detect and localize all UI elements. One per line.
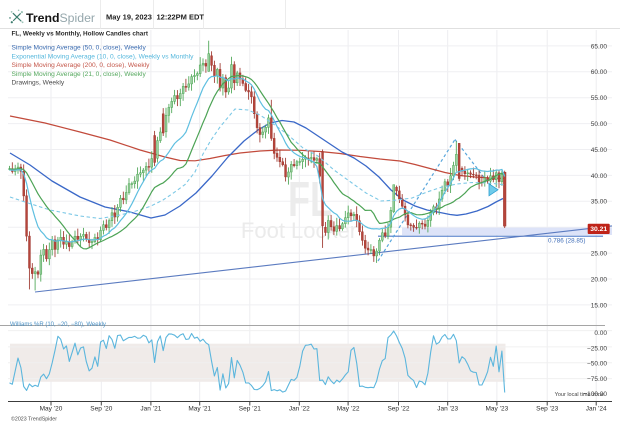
svg-text:55.00: 55.00 <box>591 95 608 102</box>
svg-text:0.786 (28.85): 0.786 (28.85) <box>548 237 585 244</box>
svg-text:40.00: 40.00 <box>591 173 608 180</box>
svg-text:Your local time zone: Your local time zone <box>555 392 604 398</box>
svg-text:0.00: 0.00 <box>594 330 607 337</box>
svg-text:25.00: 25.00 <box>591 251 608 258</box>
svg-text:−25.00: −25.00 <box>587 345 607 352</box>
svg-text:May 19, 2023: May 19, 2023 <box>106 13 152 22</box>
svg-text:FL, Weekly vs Monthly, Hollow: FL, Weekly vs Monthly, Hollow Candles ch… <box>12 31 149 38</box>
svg-text:15.00: 15.00 <box>591 302 608 309</box>
svg-text:Jan ’21: Jan ’21 <box>140 406 161 413</box>
svg-text:50.00: 50.00 <box>591 121 608 128</box>
svg-text:©2023 TrendSpider: ©2023 TrendSpider <box>11 415 57 422</box>
svg-text:Sep ’21: Sep ’21 <box>239 406 261 413</box>
svg-text:Exponential Moving Average (10: Exponential Moving Average (10, 0, close… <box>12 53 195 60</box>
svg-text:May ’20: May ’20 <box>40 406 63 413</box>
svg-text:May ’21: May ’21 <box>188 406 211 413</box>
svg-text:TrendSpider: TrendSpider <box>26 11 95 25</box>
svg-text:Jan ’22: Jan ’22 <box>289 406 310 413</box>
svg-text:30.21: 30.21 <box>590 226 607 233</box>
svg-text:Drawings, Weekly: Drawings, Weekly <box>12 80 65 87</box>
svg-text:12:22PM EDT: 12:22PM EDT <box>157 13 205 22</box>
svg-text:−75.00: −75.00 <box>587 376 607 383</box>
svg-text:65.00: 65.00 <box>591 43 608 50</box>
svg-text:May ’22: May ’22 <box>337 406 360 413</box>
svg-text:FL: FL <box>288 173 332 227</box>
svg-text:45.00: 45.00 <box>591 147 608 154</box>
svg-text:Simple Moving Average (50, 0,: Simple Moving Average (50, 0, close), We… <box>12 44 147 51</box>
svg-text:Jan ’23: Jan ’23 <box>437 406 458 413</box>
svg-text:Simple Moving Average (200, 0,: Simple Moving Average (200, 0, close), W… <box>12 62 151 69</box>
svg-text:Williams %R (10, −20, −80), We: Williams %R (10, −20, −80), Weekly <box>10 322 106 328</box>
svg-text:Simple Moving Average (21, 0,: Simple Moving Average (21, 0, close), We… <box>12 71 147 78</box>
svg-text:Sep ’23: Sep ’23 <box>536 406 558 413</box>
svg-text:Sep ’22: Sep ’22 <box>387 406 409 413</box>
svg-text:Jan ’24: Jan ’24 <box>586 406 607 413</box>
svg-text:−100.00: −100.00 <box>583 391 607 398</box>
svg-text:60.00: 60.00 <box>591 69 608 76</box>
svg-text:May ’23: May ’23 <box>486 406 509 413</box>
svg-text:20.00: 20.00 <box>591 276 608 283</box>
svg-text:Sep ’20: Sep ’20 <box>90 406 112 413</box>
svg-text:35.00: 35.00 <box>591 199 608 206</box>
svg-text:−50.00: −50.00 <box>587 360 607 367</box>
